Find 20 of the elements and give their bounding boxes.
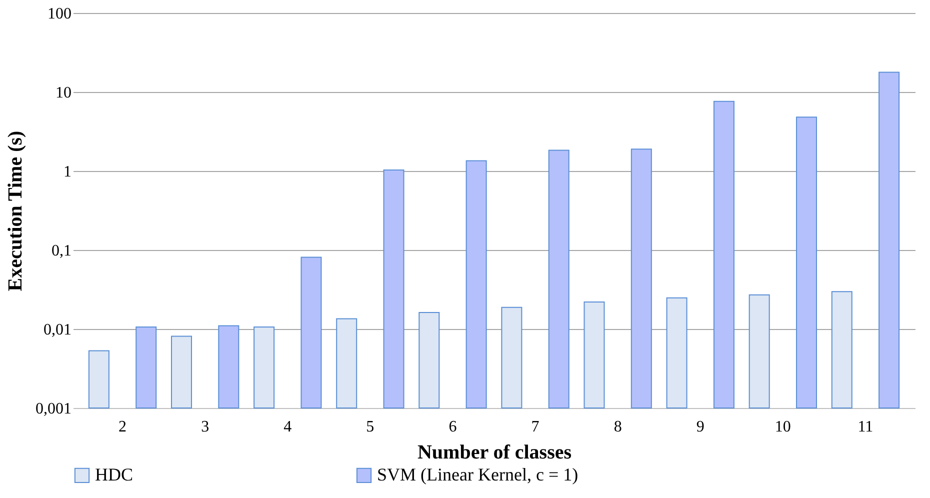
y-tick-label: 0,1: [52, 242, 72, 260]
x-tick-label: 4: [284, 418, 292, 436]
x-tick-label: 6: [448, 418, 457, 436]
y-tick-label: 100: [48, 6, 72, 22]
y-tick-label: 10: [56, 84, 72, 102]
legend-label: HDC: [95, 464, 134, 484]
x-tick-label: 2: [118, 418, 127, 436]
x-tick-label: 11: [858, 418, 874, 436]
x-tick-label: 10: [774, 418, 791, 436]
legend-label: SVM (Linear Kernel, c = 1): [377, 464, 578, 484]
y-tick-label: 0,01: [44, 322, 72, 338]
x-tick-label: 5: [366, 418, 374, 436]
x-tick-label: 3: [201, 418, 210, 436]
y-tick-label: 0,001: [36, 400, 72, 418]
x-tick-label: 9: [696, 418, 704, 436]
x-tick-label: 8: [614, 418, 622, 436]
y-tick-label: 1: [64, 164, 72, 180]
y-axis-title: Execution Time (s): [4, 130, 26, 292]
x-tick-label: 7: [531, 418, 540, 436]
x-axis-title: Number of classes: [417, 442, 572, 464]
